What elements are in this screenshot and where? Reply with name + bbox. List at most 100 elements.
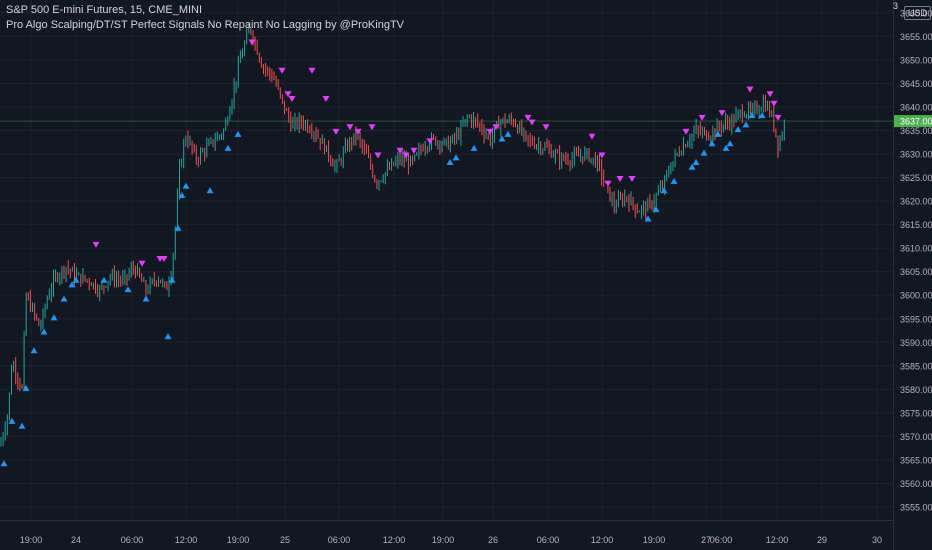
- price-tick-label: 3610.00: [900, 244, 932, 254]
- sell-signal-marker: [332, 128, 340, 135]
- buy-signal-marker: [692, 159, 700, 166]
- sell-signal-marker: [160, 255, 168, 262]
- sell-signal-marker: [426, 138, 434, 145]
- sell-signal-marker: [410, 147, 418, 154]
- sell-signal-marker: [288, 95, 296, 102]
- price-tick-label: 3570.00: [900, 432, 932, 442]
- currency-button[interactable]: USD: [904, 6, 932, 20]
- price-tick-label: 3580.00: [900, 385, 932, 395]
- price-tick-label: 3645.00: [900, 79, 932, 89]
- buy-signal-marker: [446, 159, 454, 166]
- buy-signal-marker: [722, 144, 730, 151]
- time-tick-label: 25: [280, 535, 290, 545]
- time-tick-label: 12:00: [383, 535, 406, 545]
- price-tick-label: 3605.00: [900, 267, 932, 277]
- buy-signal-marker: [700, 149, 708, 156]
- price-tick-label: 3625.00: [900, 173, 932, 183]
- sell-signal-marker: [368, 124, 376, 131]
- time-tick-label: 12:00: [766, 535, 789, 545]
- buy-signal-marker: [182, 182, 190, 189]
- symbol-title[interactable]: S&P 500 E-mini Futures, 15, CME_MINI: [6, 4, 203, 16]
- buy-signal-marker: [670, 177, 678, 184]
- buy-signal-marker: [688, 163, 696, 170]
- buy-signal-marker: [742, 121, 750, 128]
- buy-signal-marker: [726, 140, 734, 147]
- buy-signal-marker: [60, 295, 68, 302]
- buy-signal-marker: [504, 130, 512, 137]
- sell-signal-marker: [766, 91, 774, 98]
- sell-signal-marker: [374, 152, 382, 159]
- time-tick-label: 12:00: [175, 535, 198, 545]
- sell-signal-marker: [138, 260, 146, 267]
- sell-signal-marker: [248, 39, 256, 46]
- time-tick-label: 06:00: [121, 535, 144, 545]
- buy-signal-marker: [734, 126, 742, 133]
- price-tick-label: 3655.00: [900, 32, 932, 42]
- sell-signal-marker: [604, 180, 612, 187]
- price-scale-mode-label: 3: [893, 1, 899, 11]
- buy-signal-marker: [164, 333, 172, 340]
- sell-signal-marker: [354, 128, 362, 135]
- price-tick-label: 3615.00: [900, 220, 932, 230]
- buy-signal-marker: [660, 187, 668, 194]
- time-tick-label: 06:00: [710, 535, 733, 545]
- last-price-label: 3637.00: [900, 117, 932, 127]
- buy-signal-marker: [498, 135, 506, 142]
- time-tick-label: 19:00: [20, 535, 43, 545]
- sell-signal-marker: [492, 124, 500, 131]
- time-tick-label: 06:00: [537, 535, 560, 545]
- price-tick-label: 3585.00: [900, 361, 932, 371]
- sell-signal-marker: [746, 86, 754, 93]
- price-tick-label: 3630.00: [900, 150, 932, 160]
- price-tick-label: 3640.00: [900, 102, 932, 112]
- buy-signal-marker: [652, 206, 660, 213]
- buy-signal-marker: [644, 215, 652, 222]
- sell-signal-marker: [524, 114, 532, 121]
- price-tick-label: 3635.00: [900, 126, 932, 136]
- time-tick-label: 19:00: [643, 535, 666, 545]
- buy-signal-marker: [714, 130, 722, 137]
- sell-signal-marker: [308, 67, 316, 74]
- sell-signal-marker: [346, 124, 354, 131]
- buy-signal-marker: [72, 276, 80, 283]
- sell-signal-marker: [588, 133, 596, 140]
- sell-signal-marker: [542, 124, 550, 131]
- buy-signal-marker: [748, 111, 756, 118]
- buy-signal-marker: [452, 154, 460, 161]
- sell-signal-marker: [396, 147, 404, 154]
- sell-signal-marker: [284, 91, 292, 98]
- price-tick-label: 3565.00: [900, 455, 932, 465]
- sell-signal-marker: [682, 128, 690, 135]
- sell-signal-marker: [528, 119, 536, 126]
- time-tick-label: 19:00: [432, 535, 455, 545]
- price-tick-label: 3555.00: [900, 503, 932, 513]
- buy-signal-marker: [206, 187, 214, 194]
- buy-signal-marker: [0, 460, 8, 467]
- time-tick-label: 26: [488, 535, 498, 545]
- buy-signal-marker: [178, 191, 186, 198]
- indicator-title[interactable]: Pro Algo Scalping/DT/ST Perfect Signals …: [6, 19, 405, 31]
- buy-signal-marker: [18, 422, 26, 429]
- time-tick-label: 06:00: [328, 535, 351, 545]
- buy-signal-marker: [100, 276, 108, 283]
- price-tick-label: 3620.00: [900, 197, 932, 207]
- buy-signal-marker: [142, 295, 150, 302]
- time-tick-label: 19:00: [227, 535, 250, 545]
- time-tick-label: 29: [817, 535, 827, 545]
- price-tick-label: 3660.00: [900, 8, 932, 18]
- buy-signal-marker: [68, 281, 76, 288]
- sell-signal-marker: [718, 110, 726, 117]
- buy-signal-marker: [30, 347, 38, 354]
- price-tick-label: 3590.00: [900, 338, 932, 348]
- sell-signal-marker: [598, 152, 606, 159]
- sell-signal-marker: [628, 175, 636, 182]
- sell-signal-marker: [698, 114, 706, 121]
- time-tick-label: 24: [71, 535, 81, 545]
- sell-signal-marker: [322, 95, 330, 102]
- buy-signal-marker: [168, 276, 176, 283]
- price-tick-label: 3560.00: [900, 479, 932, 489]
- time-tick-label: 12:00: [591, 535, 614, 545]
- buy-signal-marker: [708, 140, 716, 147]
